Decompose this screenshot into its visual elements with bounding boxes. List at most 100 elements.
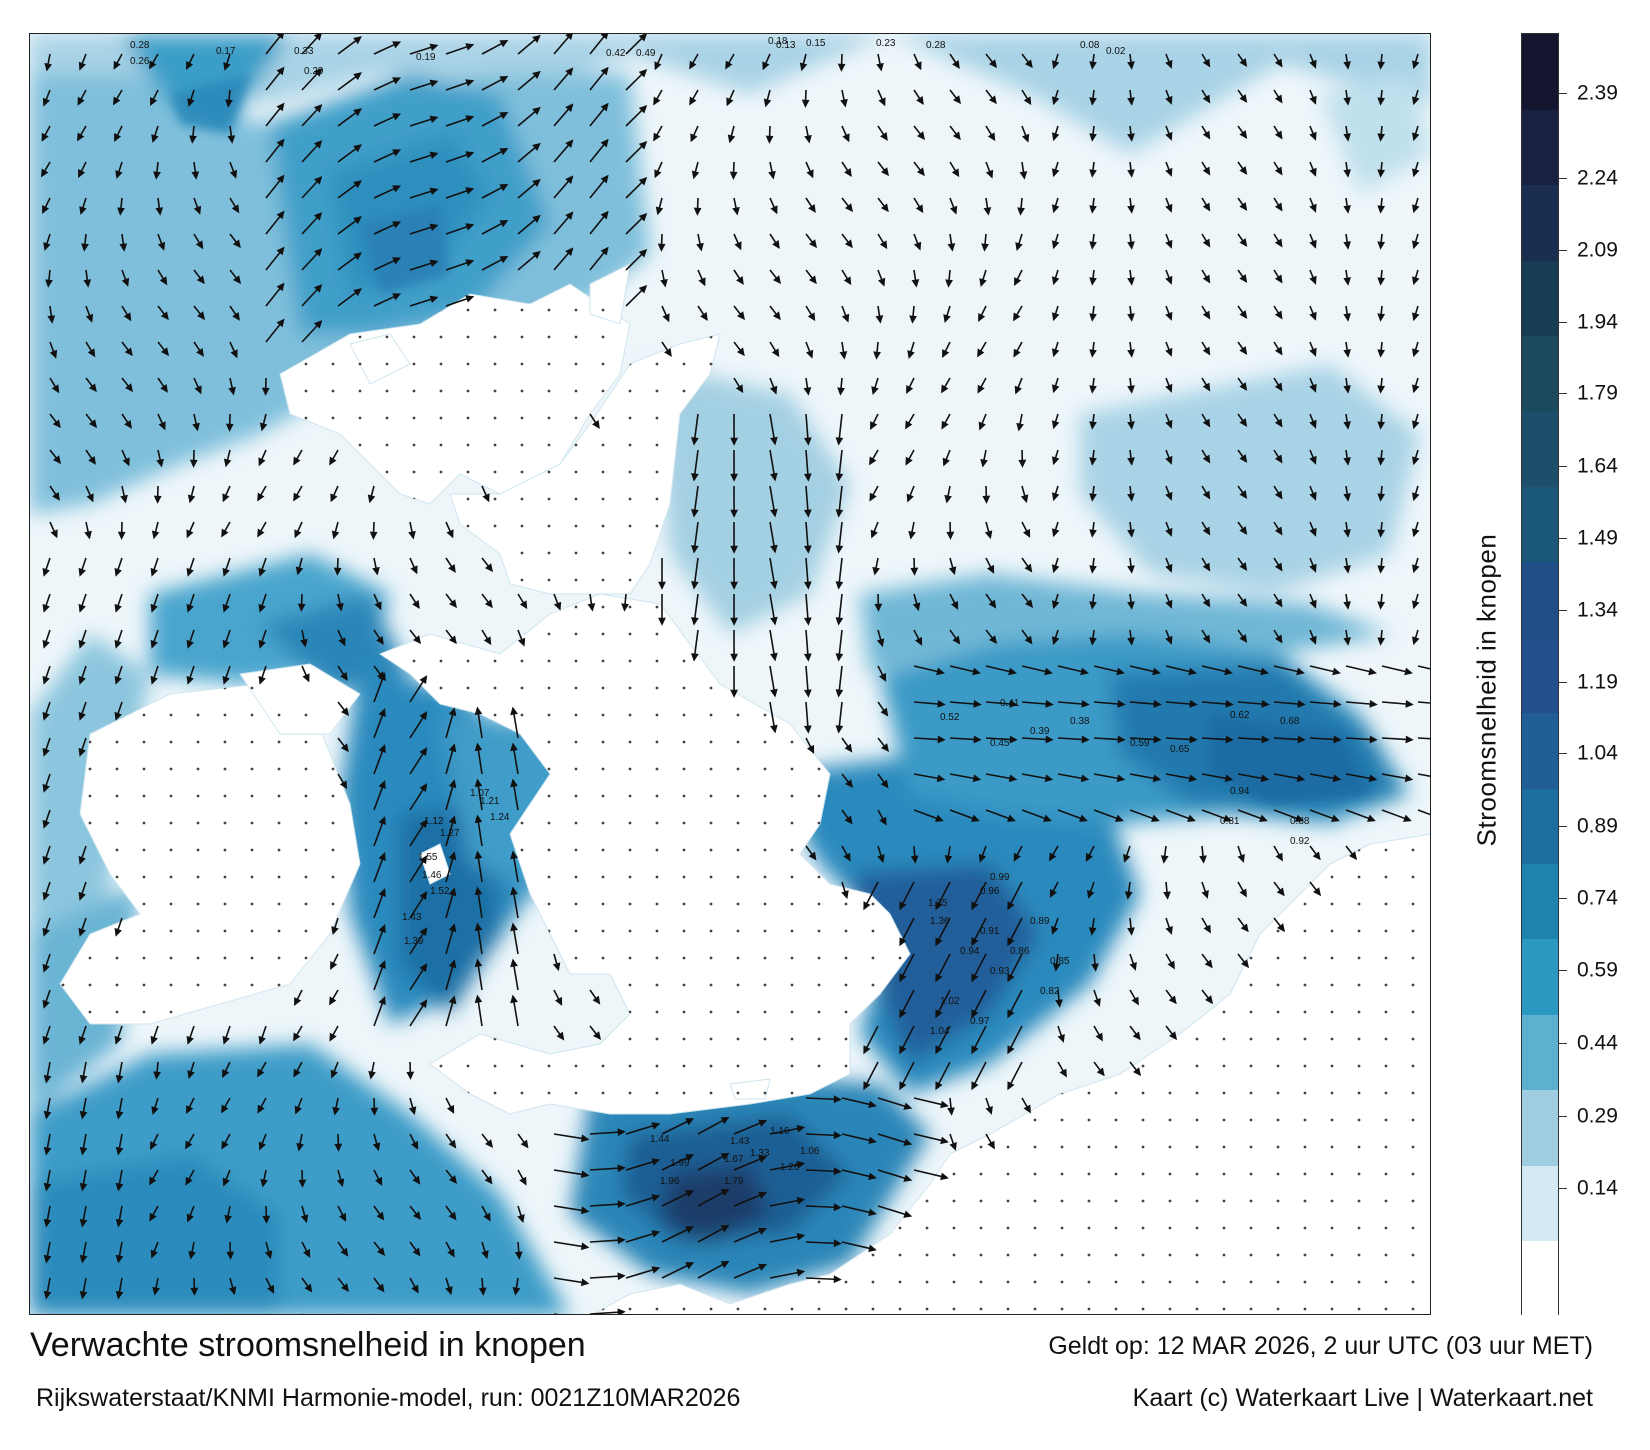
current-arrow-head <box>446 529 454 539</box>
current-arrow-head <box>1127 421 1135 430</box>
current-arrow-head <box>689 60 697 70</box>
current-arrow-head <box>945 279 953 288</box>
current-arrow-head <box>186 1035 194 1045</box>
current-arrow-head <box>448 779 457 789</box>
current-arrow-head <box>1007 973 1015 983</box>
current-arrow-head <box>79 1218 88 1228</box>
current-arrow-head <box>532 142 541 151</box>
current-arrow-head <box>876 62 884 72</box>
current-arrow-head <box>973 735 982 744</box>
current-arrow-head <box>844 743 853 753</box>
speed-label: 1.96 <box>660 1176 680 1187</box>
current-arrow-head <box>1202 202 1211 212</box>
current-arrow-head <box>937 735 946 744</box>
current-arrow-head <box>769 385 778 395</box>
current-arrow-head <box>392 149 402 157</box>
current-arrow-head <box>392 77 402 85</box>
current-arrow-head <box>1188 774 1198 783</box>
model-run: Rijkswaterstaat/KNMI Harmonie-model, run… <box>36 1384 741 1412</box>
current-arrow-head <box>772 311 781 321</box>
current-arrow-head <box>368 1070 376 1080</box>
current-arrow-head <box>294 529 302 539</box>
current-arrow-head <box>232 239 241 249</box>
current-arrow-head <box>899 1081 907 1091</box>
current-arrow-head <box>353 288 362 297</box>
current-arrow-head <box>333 567 342 576</box>
current-arrow-head <box>1051 636 1060 646</box>
colorbar-segment <box>1522 1240 1558 1317</box>
current-arrow-head <box>621 603 629 612</box>
current-arrow-head <box>222 603 230 613</box>
current-arrow-head <box>160 384 168 393</box>
current-arrow-head <box>1021 133 1030 143</box>
current-arrow-head <box>729 171 738 180</box>
current-arrow-head <box>600 102 609 112</box>
speed-label: 1.16 <box>770 1126 790 1137</box>
current-arrow-head <box>367 494 376 504</box>
current-arrow-head <box>1051 168 1060 178</box>
current-arrow-head <box>1343 97 1351 106</box>
current-arrow-head <box>1239 526 1248 535</box>
current-arrow-head <box>222 675 230 685</box>
current-arrow-head <box>293 1032 301 1042</box>
current-arrow-head <box>1239 562 1248 571</box>
current-arrow-head <box>79 1146 88 1156</box>
current-arrow-head <box>419 783 428 793</box>
current-arrow-head <box>1377 565 1386 574</box>
current-arrow-head <box>940 1172 949 1181</box>
current-arrow-head <box>868 1172 877 1181</box>
current-arrow-head <box>1343 421 1351 430</box>
current-arrow-head <box>1091 963 1099 972</box>
current-arrow-head <box>1239 130 1248 139</box>
speed-label: 0.96 <box>980 886 1000 897</box>
current-arrow-head <box>720 1152 730 1161</box>
current-arrow-head <box>935 937 943 947</box>
current-arrow-head <box>1127 457 1135 466</box>
current-arrow-head <box>1127 385 1135 394</box>
current-arrow-head <box>89 419 98 429</box>
current-arrow-head <box>42 747 50 757</box>
current-arrow-head <box>448 1139 457 1149</box>
current-arrow-head <box>871 386 879 396</box>
current-arrow-head <box>916 96 924 105</box>
current-arrow-head <box>532 250 541 259</box>
current-arrow-head <box>691 509 699 518</box>
current-arrow-head <box>720 1116 730 1125</box>
colorbar-tick-label: 0.74 <box>1577 886 1618 910</box>
current-arrow-head <box>935 1009 943 1019</box>
colorbar-tick-label: 2.39 <box>1577 81 1618 105</box>
current-arrow-head <box>42 819 50 829</box>
speed-label: 1.99 <box>670 1158 690 1169</box>
current-arrow-head <box>336 602 344 612</box>
current-arrow-head <box>592 995 601 1005</box>
current-arrow-head <box>42 205 50 214</box>
current-arrow-shaft <box>410 1313 411 1314</box>
current-arrow-head <box>499 40 509 48</box>
current-arrow-head <box>76 132 85 142</box>
current-speed-map[interactable]: 0.28 0.26 0.17 0.33 0.29 0.19 0.42 0.49 0.180.13… <box>30 34 1431 1315</box>
current-arrow-head <box>1224 667 1233 676</box>
current-arrow-head <box>651 1266 661 1274</box>
current-arrow-head <box>951 168 960 178</box>
speed-label: 0.85 <box>1050 956 1070 967</box>
current-arrow-head <box>79 1182 88 1192</box>
current-arrow-head <box>1057 1034 1065 1043</box>
colorbar-segment <box>1522 109 1558 186</box>
current-arrow-head <box>944 854 953 864</box>
current-arrow-head <box>1007 1045 1015 1055</box>
current-arrow-head <box>499 184 509 192</box>
current-arrow-head <box>1343 565 1351 574</box>
current-arrow-head <box>160 311 169 321</box>
current-arrow-head <box>1188 667 1197 676</box>
current-arrow-head <box>770 580 778 590</box>
current-arrow-head <box>313 140 323 149</box>
current-arrow-head <box>735 384 744 394</box>
current-arrow-head <box>989 59 998 69</box>
map-frame[interactable]: 0.28 0.26 0.17 0.33 0.29 0.19 0.42 0.49 0.18 0.13… <box>29 33 1431 1315</box>
current-arrow-head <box>1051 348 1060 358</box>
current-arrow-head <box>986 564 995 574</box>
current-arrow-head <box>1013 348 1021 358</box>
current-arrow-head <box>419 747 428 757</box>
current-arrow-head <box>1377 277 1386 286</box>
current-arrow-head <box>1205 995 1214 1005</box>
